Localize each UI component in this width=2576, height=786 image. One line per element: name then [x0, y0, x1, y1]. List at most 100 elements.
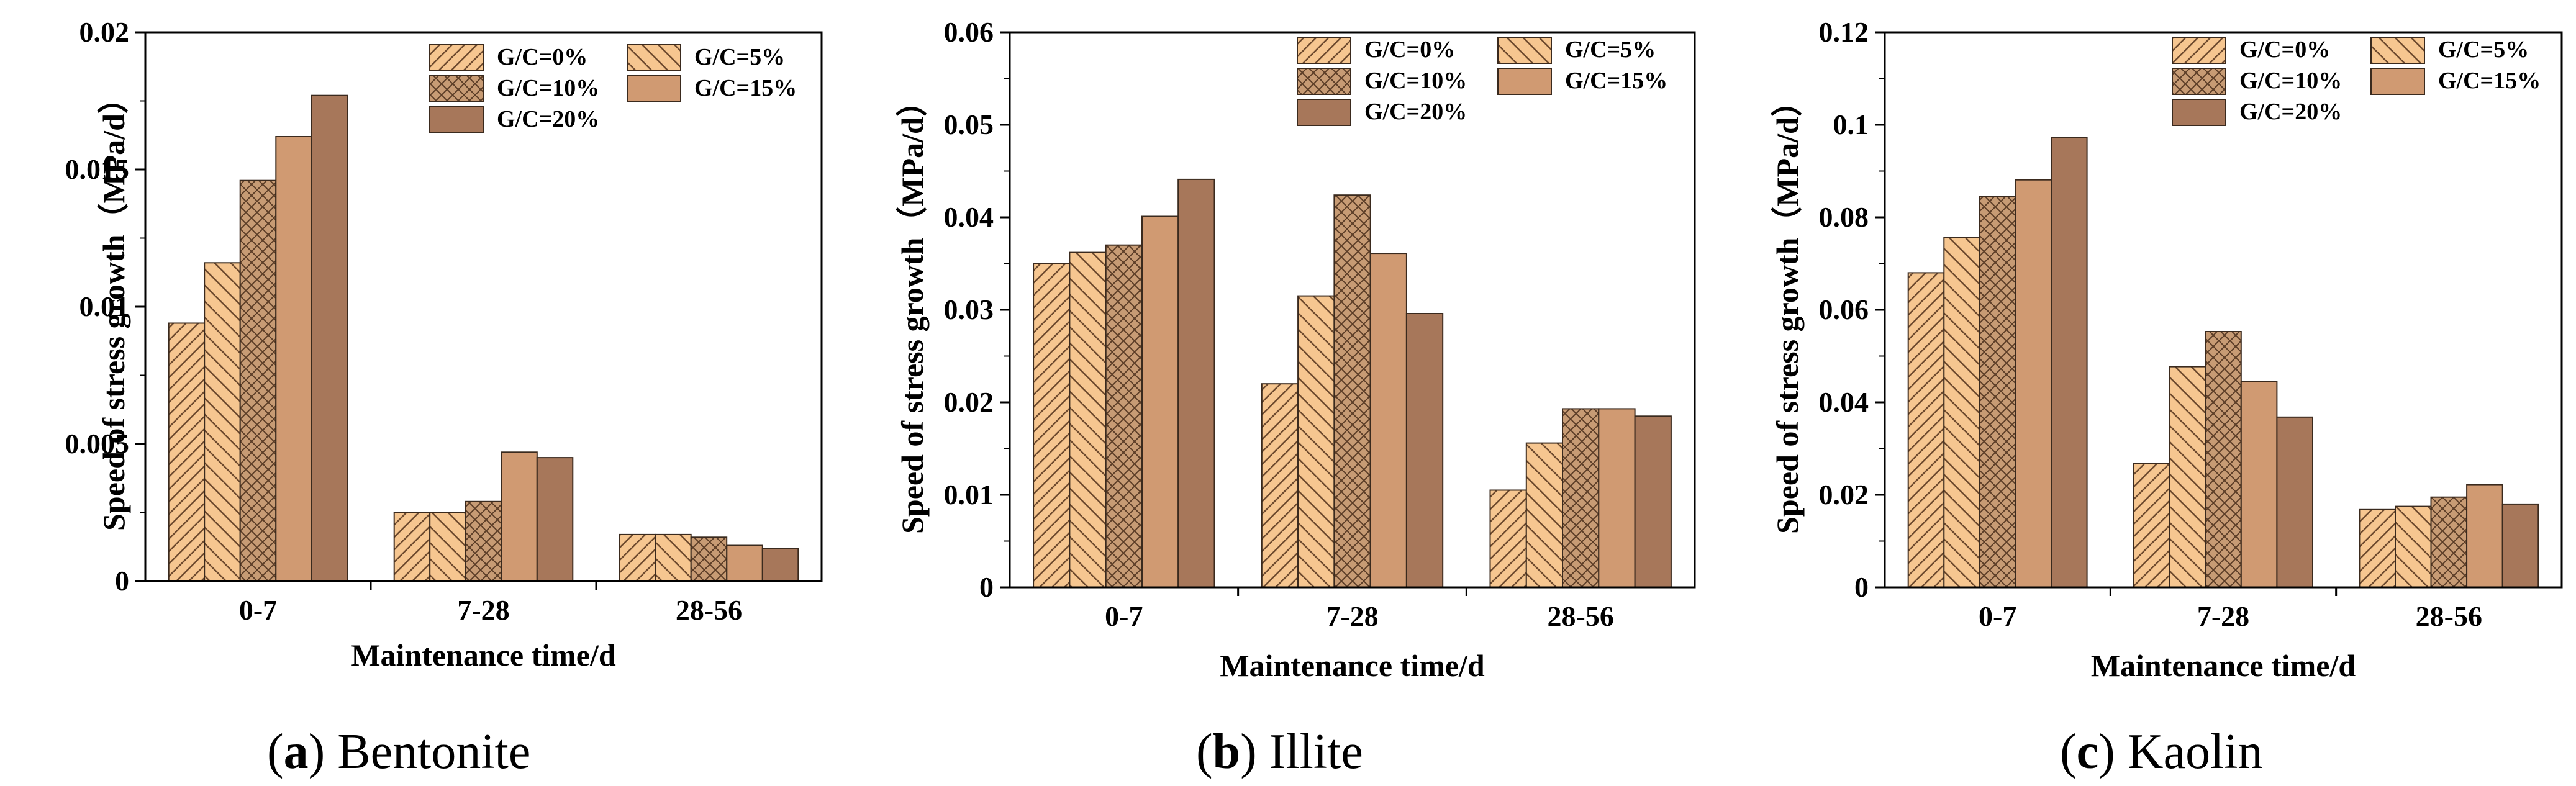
y-tick-label: 0.02	[1819, 479, 1869, 510]
panel-c: 0-7 7-28 28-56 0 0.02 0.04 0.06 0.08 0.1 0.12 G/C…	[1770, 16, 2563, 779]
y-tick-label: 0.06	[944, 16, 994, 48]
x-axis-title: Maintenance time/d	[2091, 648, 2356, 683]
bar-7-28-G/C=10%	[2205, 331, 2242, 588]
legend-swatch	[2172, 68, 2226, 95]
legend-label: G/C=0%	[497, 44, 587, 70]
bar-28-56-G/C=15%	[726, 544, 763, 582]
bar-7-28-G/C=20%	[536, 457, 574, 582]
x-tick-label: 28-56	[1548, 600, 1614, 632]
x-tick-label: 0-7	[239, 594, 277, 626]
legend-swatch	[1297, 37, 1351, 64]
legend-label: G/C=15%	[1565, 68, 1667, 94]
caption-letter: b	[1213, 725, 1241, 779]
bar-0-7-G/C=10%	[1979, 196, 2016, 588]
legend: G/C=0% G/C=5% G/C=10% G/C=15% G/C=20%	[429, 44, 797, 133]
y-axis-title: Speed of stress growth（MPa/d）	[1770, 86, 1805, 534]
legend-swatch	[2172, 37, 2226, 64]
legend-swatch	[627, 44, 681, 71]
y-tick-label: 0.01	[79, 291, 130, 322]
bar-28-56-G/C=0%	[619, 533, 656, 582]
bar-0-7-G/C=0%	[1907, 272, 1945, 588]
x-tick-label: 7-28	[457, 594, 509, 626]
y-tick-label: 0.03	[944, 294, 994, 325]
legend-swatch	[2370, 37, 2425, 64]
legend: G/C=0% G/C=5% G/C=10% G/C=15% G/C=20%	[1297, 37, 1667, 126]
x-tick-label: 7-28	[2197, 600, 2249, 632]
legend-label: G/C=20%	[497, 106, 599, 132]
bar-0-7-G/C=0%	[168, 322, 206, 582]
bar-7-28-G/C=5%	[1297, 295, 1335, 588]
legend-label: G/C=20%	[2239, 99, 2342, 125]
bar-28-56-G/C=10%	[690, 536, 728, 582]
legend-swatch	[627, 75, 681, 102]
panel-caption: (a) Bentonite	[267, 725, 530, 779]
bar-28-56-G/C=5%	[655, 533, 692, 582]
legend-label: G/C=5%	[1565, 37, 1656, 63]
legend-label: G/C=10%	[2239, 68, 2342, 94]
bar-0-7-G/C=5%	[1943, 237, 1980, 588]
bar-7-28-G/C=15%	[501, 451, 538, 582]
caption-material: Kaolin	[2128, 725, 2263, 779]
bar-28-56-G/C=5%	[1525, 442, 1564, 588]
bar-7-28-G/C=5%	[429, 512, 466, 582]
y-tick-label: 0	[115, 565, 129, 597]
x-tick-label: 7-28	[1326, 600, 1378, 632]
y-tick-label: 0.02	[79, 16, 130, 48]
bar-0-7-G/C=15%	[1141, 215, 1179, 588]
bar-28-56-G/C=10%	[1562, 408, 1600, 589]
y-tick-label: 0.02	[944, 386, 994, 418]
bar-0-7-G/C=20%	[311, 94, 348, 582]
bar-7-28-G/C=15%	[2240, 381, 2278, 588]
legend-swatch	[429, 44, 484, 71]
y-tick-label: 0	[979, 571, 994, 603]
bar-7-28-G/C=0%	[1261, 383, 1299, 588]
bars	[1907, 137, 2539, 589]
x-tick-label: 28-56	[676, 594, 742, 626]
x-axis-title: Maintenance time/d	[351, 638, 616, 672]
legend-label: G/C=15%	[2438, 68, 2541, 94]
y-axis-title: Speed of stress growth（MPa/d）	[895, 86, 930, 534]
legend-swatch	[1297, 68, 1351, 95]
bar-28-56-G/C=20%	[1634, 415, 1672, 588]
bar-7-28-G/C=0%	[2133, 463, 2170, 588]
bar-0-7-G/C=5%	[1069, 251, 1107, 589]
legend-label: G/C=0%	[2239, 37, 2330, 63]
legend-swatch	[1497, 68, 1552, 95]
bars	[1033, 178, 1672, 589]
bar-0-7-G/C=10%	[239, 179, 277, 582]
bar-0-7-G/C=5%	[204, 262, 241, 582]
bar-7-28-G/C=10%	[1333, 194, 1371, 588]
y-tick-label: 0.01	[944, 479, 994, 510]
bar-7-28-G/C=5%	[2169, 366, 2206, 588]
y-tick-label: 0.05	[944, 109, 994, 140]
bar-0-7-G/C=20%	[1177, 178, 1215, 588]
x-axis-title: Maintenance time/d	[1220, 648, 1485, 683]
legend-swatch	[2172, 99, 2226, 126]
bar-7-28-G/C=10%	[465, 500, 502, 582]
bar-28-56-G/C=0%	[1489, 489, 1527, 588]
bar-28-56-G/C=20%	[2501, 503, 2539, 589]
legend-label: G/C=10%	[497, 75, 599, 101]
y-tick-label: 0.005	[65, 428, 130, 459]
bar-28-56-G/C=10%	[2430, 496, 2468, 589]
caption-letter: a	[284, 725, 309, 779]
y-tick-label: 0.04	[944, 201, 994, 233]
bars	[168, 94, 799, 582]
axes: 0-7 7-28 28-56 0 0.005 0.01 0.015 0.02	[65, 16, 823, 626]
bar-7-28-G/C=0%	[393, 512, 431, 582]
x-tick-label: 0-7	[1105, 600, 1143, 632]
bar-28-56-G/C=15%	[2466, 484, 2503, 588]
caption-letter: c	[2077, 725, 2099, 779]
y-tick-label: 0.06	[1819, 294, 1869, 325]
bar-7-28-G/C=20%	[2276, 416, 2313, 588]
y-tick-label: 0.08	[1819, 201, 1869, 233]
caption-material: Illite	[1269, 725, 1363, 779]
bar-0-7-G/C=20%	[2051, 137, 2088, 588]
legend-label: G/C=15%	[694, 75, 797, 101]
x-tick-label: 0-7	[1979, 600, 2016, 632]
legend-swatch	[1497, 37, 1552, 64]
legend-swatch	[429, 75, 484, 102]
bar-0-7-G/C=10%	[1105, 244, 1143, 588]
axes: 0-7 7-28 28-56 0 0.01 0.02 0.03 0.04 0.05 0.06	[944, 16, 1696, 632]
